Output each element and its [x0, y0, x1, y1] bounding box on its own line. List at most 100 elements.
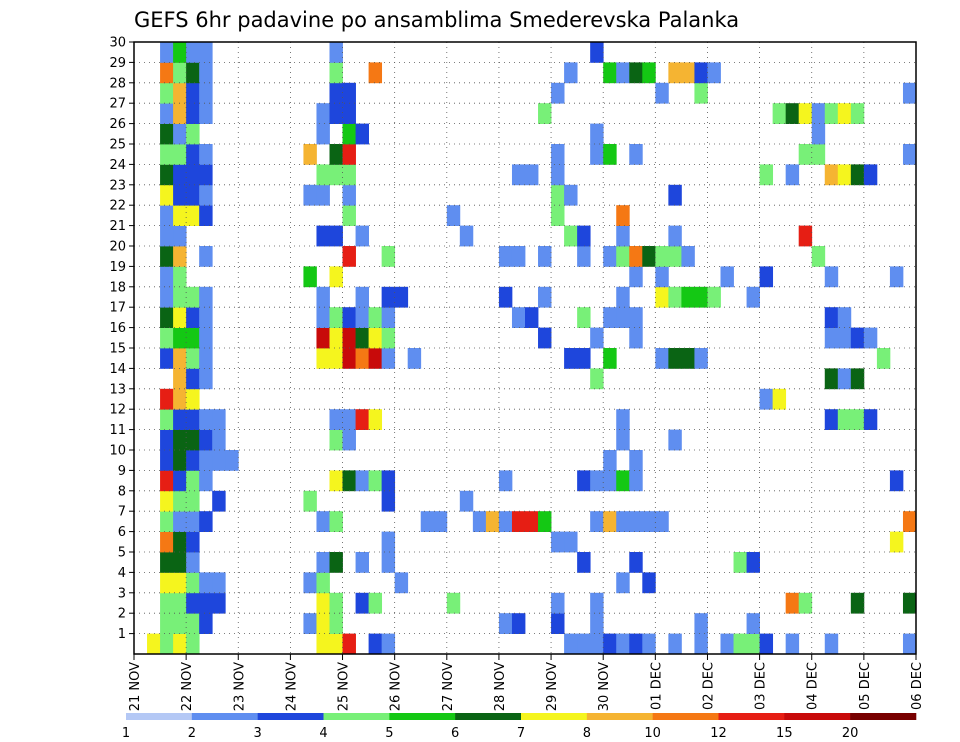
heatmap-cell	[342, 123, 356, 145]
heatmap-cell	[368, 592, 383, 614]
heatmap-cell	[694, 633, 708, 655]
heatmap-cell	[511, 511, 526, 532]
x-axis: 21 NOV 22 NOV 23 NOV 24 NOV 25 NOV 26 NOV 27 N…	[128, 654, 925, 711]
heatmap-cell	[603, 633, 617, 655]
x-tick-label: 04 DEC	[806, 662, 821, 710]
heatmap-cell	[173, 592, 187, 614]
heatmap-cell	[342, 246, 356, 267]
heatmap-cell	[160, 82, 174, 104]
colorbar-label: 8	[583, 726, 591, 741]
heatmap-cell	[655, 266, 669, 288]
heatmap-cell	[642, 511, 656, 532]
heatmap-cell	[577, 225, 591, 247]
heatmap-cell	[837, 164, 852, 186]
y-tick-label: 1	[118, 627, 126, 642]
y-tick-label: 20	[109, 240, 126, 255]
heatmap-cell	[355, 286, 369, 308]
heatmap-cell	[720, 633, 734, 655]
heatmap-cell	[668, 348, 682, 369]
heatmap-cell	[577, 307, 591, 328]
heatmap-cell	[329, 633, 343, 655]
heatmap-cell	[863, 164, 878, 186]
heatmap-cell	[655, 286, 669, 308]
heatmap-cell	[629, 450, 643, 471]
colorbar-label: 15	[776, 726, 793, 741]
heatmap-cell	[329, 327, 343, 349]
heatmap-cell	[681, 62, 695, 84]
heatmap-cell	[160, 531, 174, 553]
heatmap-cell	[147, 633, 161, 655]
heatmap-cell	[616, 62, 630, 84]
heatmap-cell	[160, 184, 174, 206]
heatmap-cell	[837, 368, 852, 390]
heatmap-cell	[837, 327, 852, 349]
x-tick-label: 03 DEC	[754, 662, 769, 710]
heatmap-cell	[616, 633, 630, 655]
heatmap-cell	[173, 388, 187, 410]
heatmap-cell	[173, 103, 187, 124]
heatmap-cell	[564, 184, 578, 206]
heatmap-cell	[655, 511, 669, 532]
heatmap-cell	[199, 144, 213, 165]
heatmap-cell	[577, 552, 591, 573]
heatmap-cell	[498, 511, 513, 532]
heatmap-cell	[381, 531, 396, 553]
colorbar-segment	[784, 713, 851, 720]
y-tick-label: 21	[109, 219, 126, 234]
heatmap-cell	[824, 307, 839, 328]
heatmap-cell	[186, 409, 200, 430]
y-tick-label: 7	[118, 505, 126, 520]
heatmap-cell	[590, 368, 604, 390]
heatmap-cell	[173, 42, 187, 63]
heatmap-cell	[329, 266, 343, 288]
heatmap-cell	[342, 327, 356, 349]
heatmap-cell	[459, 225, 474, 247]
heatmap-cell	[798, 103, 813, 124]
heatmap-cell	[746, 286, 760, 308]
heatmap-cell	[603, 144, 617, 165]
heatmap-cell	[785, 103, 800, 124]
heatmap-cell	[837, 103, 852, 124]
heatmap-cell	[459, 490, 474, 512]
heatmap-cell	[381, 327, 396, 349]
heatmap-cell	[551, 164, 565, 186]
heatmap-cell	[199, 409, 213, 430]
heatmap-cell	[551, 592, 565, 614]
heatmap-cell	[199, 592, 213, 614]
heatmap-cell	[850, 164, 865, 186]
heatmap-cell	[186, 42, 200, 63]
heatmap-cell	[759, 164, 774, 186]
colorbar-label: 10	[644, 726, 661, 741]
heatmap-cell	[590, 327, 604, 349]
heatmap-cell	[186, 592, 200, 614]
heatmap-cell	[186, 286, 200, 308]
heatmap-cell	[629, 511, 643, 532]
heatmap-cell	[160, 307, 174, 328]
heatmap-cell	[824, 409, 839, 430]
heatmap-cell	[525, 307, 539, 328]
heatmap-cell	[160, 225, 174, 247]
x-tick-label: 25 NOV	[337, 662, 352, 711]
heatmap-cell	[173, 552, 187, 573]
heatmap-cell	[590, 613, 604, 634]
y-tick-label: 26	[109, 117, 126, 132]
heatmap-cell	[355, 470, 369, 492]
heatmap-cell	[616, 205, 630, 226]
heatmap-cell	[694, 82, 708, 104]
heatmap-cell	[668, 225, 682, 247]
heatmap-cells	[147, 42, 917, 655]
heatmap-cell	[329, 429, 343, 451]
heatmap-cell	[798, 592, 813, 614]
y-tick-label: 5	[118, 546, 126, 561]
y-tick-label: 12	[109, 403, 126, 418]
heatmap-cell	[186, 531, 200, 553]
heatmap-cell	[577, 246, 591, 267]
heatmap-cell	[642, 246, 656, 267]
heatmap-cell	[511, 613, 526, 634]
heatmap-cell	[577, 348, 591, 369]
heatmap-cell	[173, 144, 187, 165]
heatmap-cell	[381, 552, 396, 573]
heatmap-cell	[785, 633, 800, 655]
heatmap-cell	[564, 348, 578, 369]
heatmap-cell	[342, 164, 356, 186]
